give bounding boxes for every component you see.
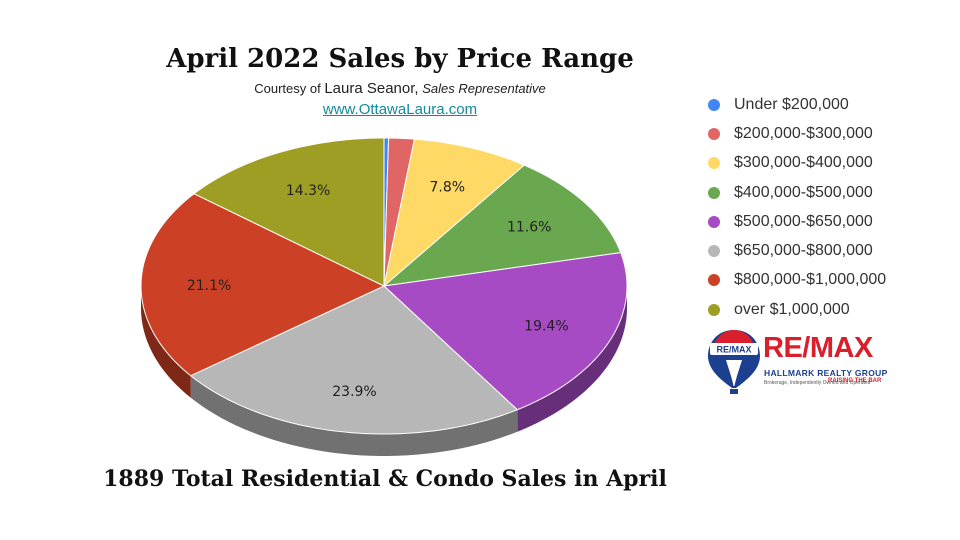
legend-swatch xyxy=(708,98,720,111)
pie-side-walls xyxy=(141,286,627,456)
legend-label: $300,000-$400,000 xyxy=(734,154,873,172)
legend-label: $400,000-$500,000 xyxy=(734,183,873,201)
balloon-icon: RE/MAX xyxy=(708,330,760,394)
pie-data-labels: 7.8% 11.6% 19.4% 23.9% 21.1% 14.3% xyxy=(187,180,569,400)
legend-label: Under $200,000 xyxy=(734,95,849,113)
legend-swatch xyxy=(708,127,720,140)
legend-item: $800,000-$1,000,000 xyxy=(708,266,886,295)
legend-item: $500,000-$650,000 xyxy=(708,207,886,236)
logo-tagline: Brokerage, Independently Owned and Opera… xyxy=(764,380,871,386)
balloon-text: RE/MAX xyxy=(716,345,751,355)
pie-side-6 xyxy=(190,375,518,456)
legend-item: $300,000-$400,000 xyxy=(708,149,886,178)
pie-slice-3 xyxy=(383,138,526,288)
pie-side-5 xyxy=(517,286,627,432)
data-label-8: 14.3% xyxy=(286,183,330,199)
website-link[interactable]: www.OttawaLaura.com xyxy=(322,101,478,118)
legend-swatch xyxy=(708,245,720,258)
agent-role: Sales Representative xyxy=(422,81,546,96)
legend-item: $200,000-$300,000 xyxy=(708,119,886,148)
legend-swatch xyxy=(708,303,720,316)
agent-name: Laura Seanor, xyxy=(324,80,419,97)
courtesy-prefix: Courtesy of xyxy=(254,81,321,96)
logo-slogan: RAISING THE BAR xyxy=(828,378,882,384)
pie-slice-6 xyxy=(189,285,519,435)
legend-item: Under $200,000 xyxy=(708,90,886,119)
pie-slice-4 xyxy=(382,164,622,287)
courtesy-line: Courtesy of Laura Seanor, Sales Represen… xyxy=(160,80,640,97)
data-label-5: 19.4% xyxy=(524,319,568,335)
legend-swatch xyxy=(708,215,720,228)
legend-item: $650,000-$800,000 xyxy=(708,236,886,265)
legend-item: $400,000-$500,000 xyxy=(708,178,886,207)
legend-label: over $1,000,000 xyxy=(734,300,850,318)
data-label-4: 11.6% xyxy=(507,220,551,236)
legend-item: over $1,000,000 xyxy=(708,295,886,324)
pie-slices xyxy=(140,137,628,435)
logo-brand: RE/MAX xyxy=(763,332,873,364)
pie-slice-7 xyxy=(140,193,386,377)
legend: Under $200,000 $200,000-$300,000 $300,000-… xyxy=(708,90,886,324)
legend-label: $800,000-$1,000,000 xyxy=(734,271,887,289)
legend-swatch xyxy=(708,186,720,199)
legend-label: $650,000-$800,000 xyxy=(734,242,873,260)
remax-logo: RE/MAX RE/MAX HALLMARK REALTY GROUP Brok… xyxy=(706,326,906,396)
legend-label: $200,000-$300,000 xyxy=(734,124,873,142)
pie-slice-5 xyxy=(382,252,628,411)
data-label-6: 23.9% xyxy=(332,384,376,400)
legend-swatch xyxy=(708,157,720,170)
legend-label: $500,000-$650,000 xyxy=(734,212,873,230)
logo-subtitle: HALLMARK REALTY GROUP xyxy=(764,368,888,378)
footer-caption: 1889 Total Residential & Condo Sales in … xyxy=(103,466,667,492)
legend-swatch xyxy=(708,274,720,287)
data-label-7: 21.1% xyxy=(187,278,231,294)
pie-side-7 xyxy=(141,286,191,398)
chart-title: April 2022 Sales by Price Range xyxy=(166,44,634,74)
data-label-3: 7.8% xyxy=(430,180,466,196)
pie-slice-8 xyxy=(193,137,385,287)
